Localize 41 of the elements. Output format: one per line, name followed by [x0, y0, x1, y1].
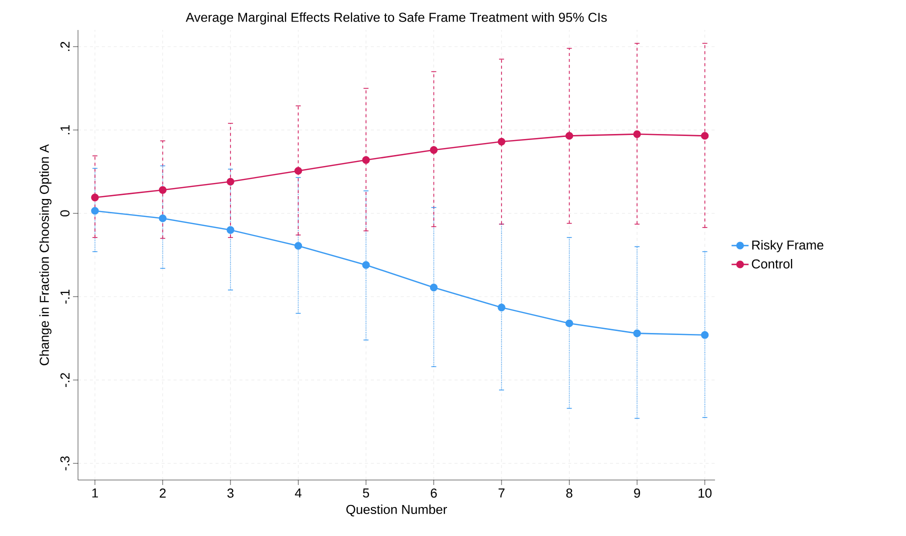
x-axis-title: Question Number	[346, 504, 448, 516]
point	[700, 132, 709, 140]
point	[633, 329, 641, 338]
y-tick-label: -.1	[60, 290, 70, 304]
chart-title: Average Marginal Effects Relative to Safe Frame Treatment with 95% CIs	[186, 12, 607, 24]
point	[91, 194, 99, 202]
x-tick-label: 3	[227, 488, 234, 498]
point	[565, 319, 574, 328]
point	[430, 284, 438, 292]
y-tick-label: .2	[60, 42, 70, 51]
point	[226, 178, 234, 186]
point	[226, 226, 234, 234]
y-tick-label: .1	[60, 125, 70, 134]
point	[498, 138, 506, 146]
x-tick-label: 1	[92, 488, 98, 498]
x-tick-label: 9	[634, 488, 640, 498]
point	[362, 261, 370, 269]
legend-label: Risky Frame	[752, 240, 824, 252]
x-tick-label: 5	[362, 488, 370, 498]
x-tick-label: 6	[430, 488, 437, 498]
point	[362, 156, 370, 164]
y-tick-label: -.2	[60, 373, 70, 387]
legend-label: Control	[752, 258, 792, 268]
y-tick-label: 0	[60, 210, 70, 216]
point	[158, 186, 167, 194]
point	[700, 331, 709, 339]
y-axis-title: Change in Fraction Choosing Option A	[39, 144, 52, 366]
point	[498, 304, 506, 312]
x-tick-label: 7	[498, 488, 504, 498]
point	[430, 146, 438, 154]
point	[565, 132, 574, 140]
y-tick-label: -.3	[60, 456, 70, 470]
point	[633, 130, 641, 138]
x-tick-label: 10	[698, 488, 712, 498]
point	[294, 166, 302, 175]
point	[158, 214, 167, 222]
x-tick-label: 4	[294, 488, 302, 498]
point	[91, 206, 99, 215]
x-tick-label: 8	[566, 488, 572, 498]
point	[294, 242, 302, 250]
x-tick-label: 2	[160, 488, 166, 498]
